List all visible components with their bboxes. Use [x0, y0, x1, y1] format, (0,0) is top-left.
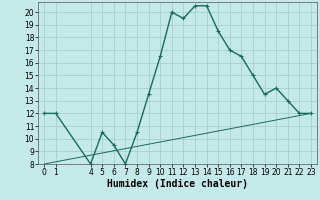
X-axis label: Humidex (Indice chaleur): Humidex (Indice chaleur)	[107, 179, 248, 189]
